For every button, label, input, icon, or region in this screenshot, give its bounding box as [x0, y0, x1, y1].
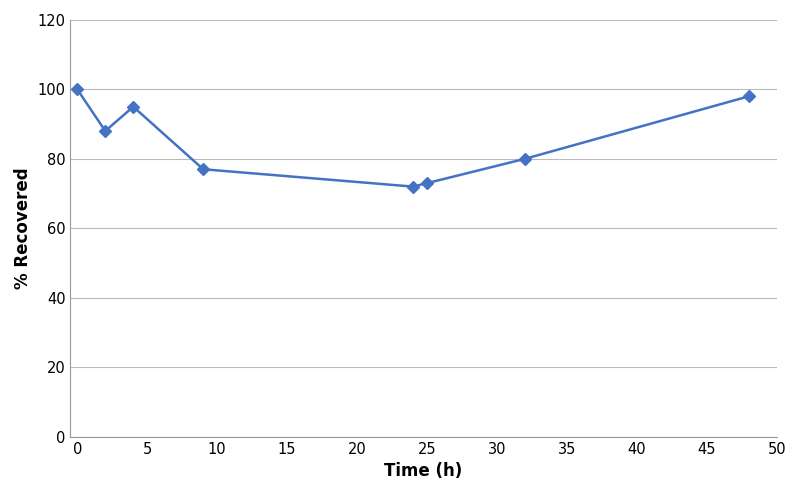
X-axis label: Time (h): Time (h) [385, 462, 462, 480]
Y-axis label: % Recovered: % Recovered [14, 167, 32, 289]
